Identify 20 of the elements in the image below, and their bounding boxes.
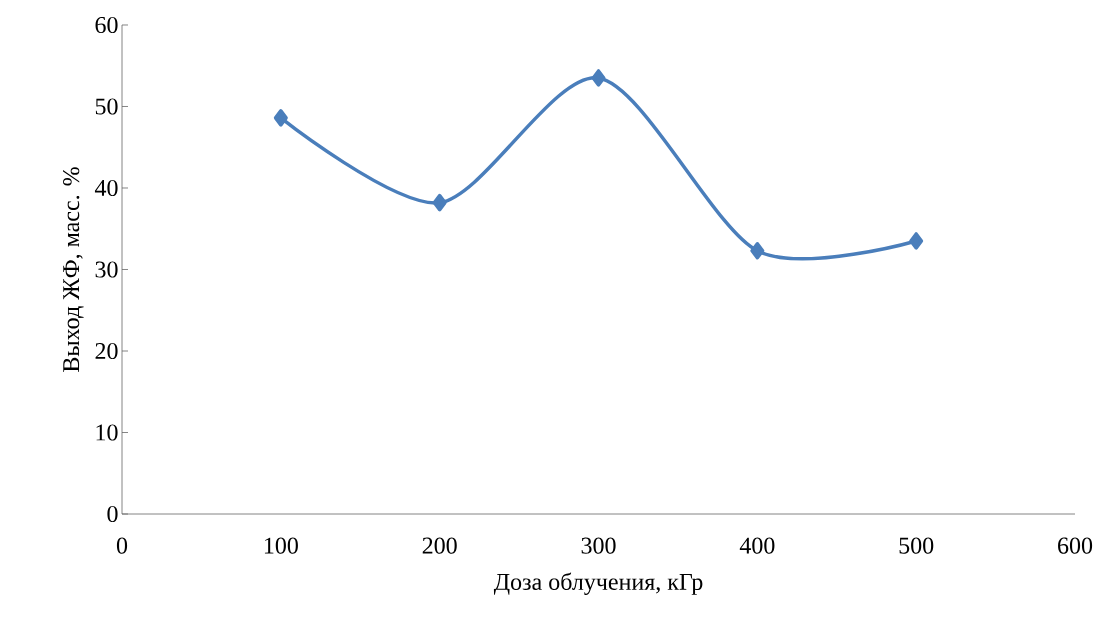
y-tick-label: 20 xyxy=(95,342,118,360)
x-tick-label: 300 xyxy=(581,537,616,554)
x-tick-label: 600 xyxy=(1058,537,1093,554)
y-tick-label: 0 xyxy=(107,505,118,523)
point xyxy=(273,109,288,127)
point xyxy=(909,232,924,250)
y-axis-title: Выход ЖФ, масс. % xyxy=(63,167,84,372)
y-tick-label: 40 xyxy=(94,179,118,197)
x-tick-label: 100 xyxy=(264,537,298,554)
x-tick-label: 500 xyxy=(899,537,934,554)
y-tick-label: 50 xyxy=(95,98,118,115)
y-tick-label: 60 xyxy=(95,16,118,34)
x-tick-label: 400 xyxy=(739,537,775,554)
point xyxy=(591,69,606,87)
y-tick-label: 10 xyxy=(96,424,118,441)
y-tick-label: 30 xyxy=(95,261,118,278)
x-tick-label: 200 xyxy=(422,537,457,554)
x-axis-title: Доза облучения, кГр xyxy=(493,572,703,595)
point xyxy=(432,193,447,212)
point xyxy=(750,242,765,260)
